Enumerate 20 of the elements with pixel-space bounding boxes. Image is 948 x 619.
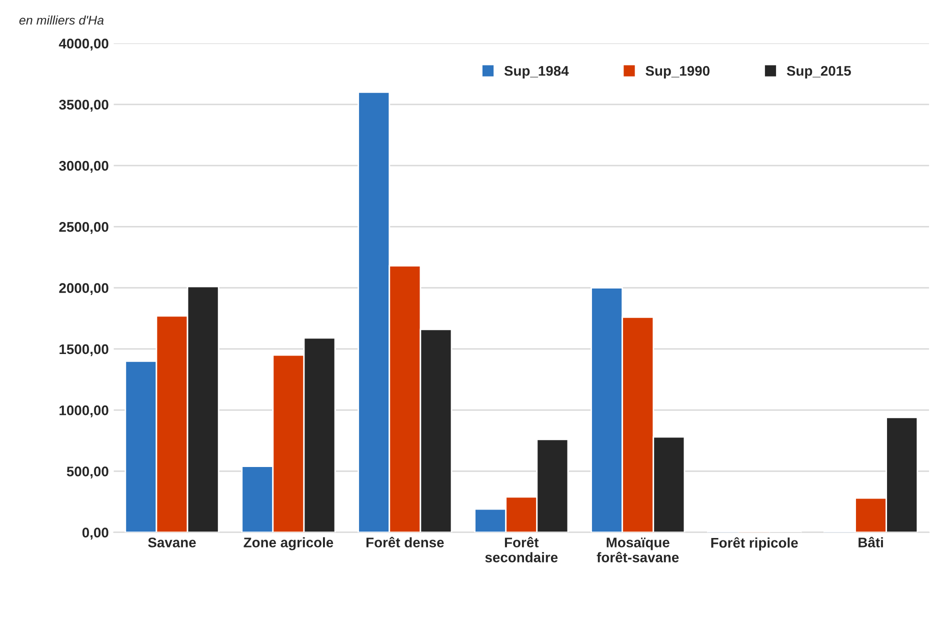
x-tick-label: Bâti: [858, 536, 883, 548]
y-tick-label: 4000,00: [58, 38, 108, 51]
x-tick-label: Savane: [148, 538, 196, 548]
y-tick-label: 2500,00: [59, 222, 108, 234]
y-axis-title: en milliers d'Ha: [19, 15, 104, 25]
y-tick-label: 1000,00: [60, 405, 108, 418]
y-tick-label: 500,00: [66, 466, 108, 478]
legend-label: Sup_1990: [646, 66, 710, 79]
x-tick-label: Forêt ripicole: [711, 537, 798, 550]
x-tick-label: Zone agricole: [244, 537, 334, 550]
y-tick-label: 3000,00: [59, 160, 108, 173]
legend-label: Sup_1984: [504, 66, 569, 79]
legend-label: Sup_2015: [786, 66, 851, 79]
y-tick-label: 3500,00: [59, 100, 108, 112]
y-tick-label: 0,00: [82, 528, 108, 540]
x-tick-label: Forêt dense: [366, 536, 444, 548]
x-tick-label: Mosaïque forêt-savane: [596, 538, 679, 562]
x-tick-label: Forêt secondaire: [485, 536, 558, 562]
y-tick-label: 1500,00: [60, 344, 108, 356]
y-tick-label: 2000,00: [59, 283, 108, 296]
